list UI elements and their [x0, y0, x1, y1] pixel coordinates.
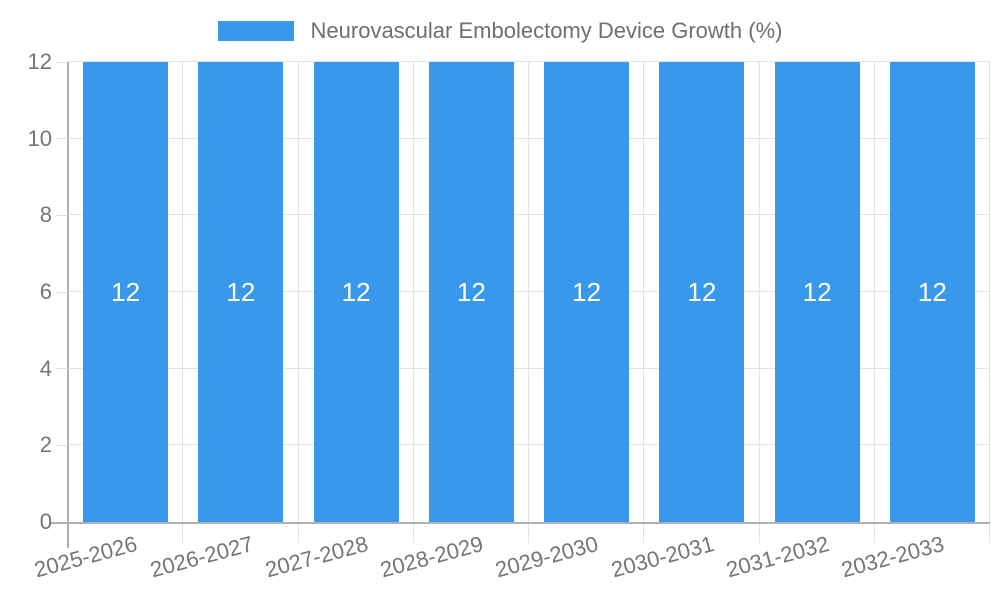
bar[interactable]: 12 — [544, 62, 630, 522]
x-axis-category-label: 2025-2026 — [31, 531, 141, 583]
bar[interactable]: 12 — [659, 62, 745, 522]
x-axis-tick — [643, 524, 645, 543]
bar[interactable]: 12 — [83, 62, 169, 522]
bar-value-label: 12 — [226, 277, 256, 307]
x-axis-line — [50, 522, 990, 524]
bar-value-label: 12 — [917, 277, 947, 307]
y-axis-line — [67, 62, 69, 548]
x-axis-category-label: 2026-2027 — [147, 531, 256, 583]
x-axis-category-label: 2031-2032 — [723, 531, 832, 583]
gridline-horizontal — [68, 214, 990, 216]
y-axis-tick — [56, 61, 67, 63]
y-axis-tick — [56, 368, 67, 370]
gridline-vertical — [758, 62, 760, 522]
x-axis-tick — [412, 524, 414, 543]
x-axis-category-label: 2028-2029 — [377, 531, 486, 583]
bar-value-label: 12 — [341, 277, 371, 307]
bar-value-label: 12 — [572, 277, 602, 307]
x-axis-tick — [758, 524, 760, 543]
y-axis-tick — [56, 138, 67, 140]
bar-value-label: 12 — [802, 277, 832, 307]
bar[interactable]: 12 — [313, 62, 399, 522]
y-axis-tick-label: 0 — [39, 509, 52, 534]
bar-value-label: 12 — [687, 277, 717, 307]
y-axis-tick — [56, 444, 67, 446]
x-axis-tick — [528, 524, 529, 543]
bar[interactable]: 12 — [198, 62, 284, 522]
bar-value-label: 12 — [456, 277, 486, 307]
x-axis-tick — [182, 524, 184, 543]
y-axis-tick-label: 8 — [39, 202, 52, 228]
gridline-vertical — [528, 62, 529, 522]
gridline-horizontal — [68, 444, 990, 446]
y-axis-tick-label: 12 — [27, 49, 52, 74]
gridline-horizontal — [68, 367, 990, 369]
y-axis-tick-label: 4 — [39, 355, 52, 381]
gridline-vertical — [297, 62, 299, 522]
y-axis-tick-label: 6 — [39, 279, 52, 304]
bar[interactable]: 12 — [774, 62, 860, 522]
gridline-horizontal — [68, 61, 990, 62]
x-axis-tick — [297, 524, 299, 543]
bar[interactable]: 12 — [889, 62, 975, 522]
bar[interactable]: 12 — [428, 62, 514, 522]
y-axis-tick-label: 10 — [27, 125, 52, 151]
legend-swatch — [217, 21, 294, 41]
x-axis-category-label: 2027-2028 — [262, 531, 371, 583]
y-axis-tick-label: 2 — [39, 432, 52, 458]
x-axis-category-label: 2032-2033 — [838, 531, 947, 583]
gridline-vertical — [989, 62, 990, 522]
bar-value-label: 12 — [111, 277, 141, 307]
x-axis-tick — [989, 524, 990, 543]
y-axis-tick — [56, 214, 67, 216]
gridline-horizontal — [68, 291, 990, 292]
plot-area: 12 12 12 12 12 12 12 12 — [68, 61, 990, 522]
gridline-horizontal — [68, 137, 990, 139]
x-axis-category-label: 2029-2030 — [492, 531, 602, 583]
x-axis-tick — [873, 524, 875, 543]
legend[interactable]: Neurovascular Embolectomy Device Growth … — [0, 18, 1000, 44]
gridline-vertical — [643, 62, 645, 522]
x-axis-category-label: 2030-2031 — [608, 531, 717, 583]
y-axis-tick — [56, 291, 67, 293]
gridline-vertical — [412, 62, 414, 522]
gridline-vertical — [182, 62, 184, 522]
legend-label: Neurovascular Embolectomy Device Growth … — [310, 18, 783, 43]
gridline-vertical — [873, 62, 875, 522]
